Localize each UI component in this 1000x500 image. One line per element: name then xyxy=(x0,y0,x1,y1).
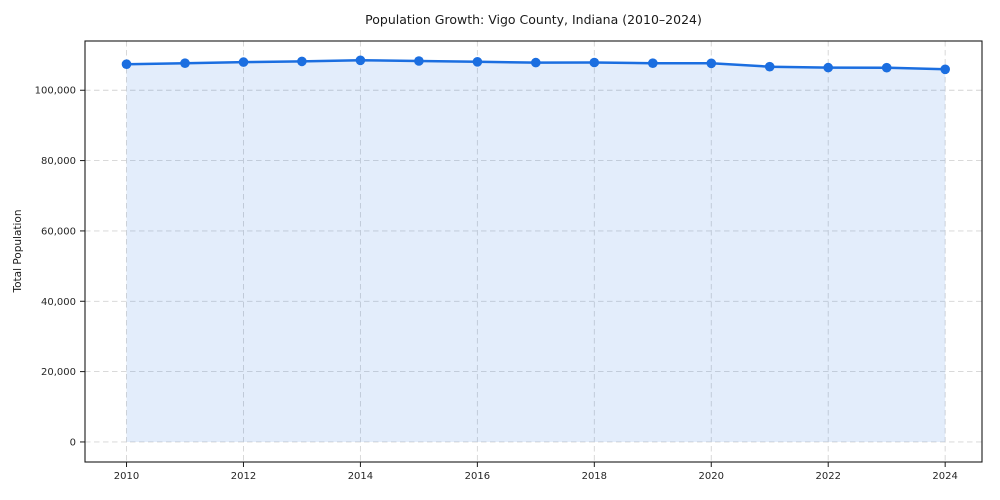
data-point-2017 xyxy=(531,57,541,68)
data-point-2021 xyxy=(764,61,775,72)
y-tick-label: 100,000 xyxy=(35,86,76,97)
x-tick-label: 2018 xyxy=(582,471,607,482)
data-point-2010 xyxy=(121,59,132,69)
plot-border xyxy=(84,40,983,463)
chart-title: Population Growth: Vigo County, Indiana … xyxy=(365,12,702,27)
data-point-2012 xyxy=(238,57,249,67)
data-point-2020 xyxy=(706,58,717,69)
data-point-2023 xyxy=(881,62,892,73)
y-tick-label: 60,000 xyxy=(41,226,76,237)
y-tick-label: 20,000 xyxy=(41,367,76,378)
data-point-2011 xyxy=(180,58,190,68)
x-tick-label: 2010 xyxy=(114,471,139,482)
data-point-2022 xyxy=(823,62,833,73)
x-tick-label: 2012 xyxy=(231,471,256,482)
data-point-2013 xyxy=(297,56,307,67)
x-tick-label: 2014 xyxy=(348,471,373,482)
data-point-2018 xyxy=(589,57,600,68)
y-tick-label: 40,000 xyxy=(41,297,76,308)
y-tick-label: 0 xyxy=(70,437,76,448)
data-point-2014 xyxy=(355,55,366,66)
y-tick-label: 80,000 xyxy=(41,156,76,167)
x-tick-label: 2016 xyxy=(465,471,490,482)
data-point-2016 xyxy=(472,57,483,67)
data-point-2015 xyxy=(414,56,424,66)
data-point-2019 xyxy=(648,58,658,68)
x-tick-label: 2020 xyxy=(699,471,724,482)
data-point-2024 xyxy=(940,64,950,75)
x-tick-label: 2024 xyxy=(932,471,957,482)
area-fill xyxy=(126,60,946,443)
x-tick-label: 2022 xyxy=(815,471,840,482)
